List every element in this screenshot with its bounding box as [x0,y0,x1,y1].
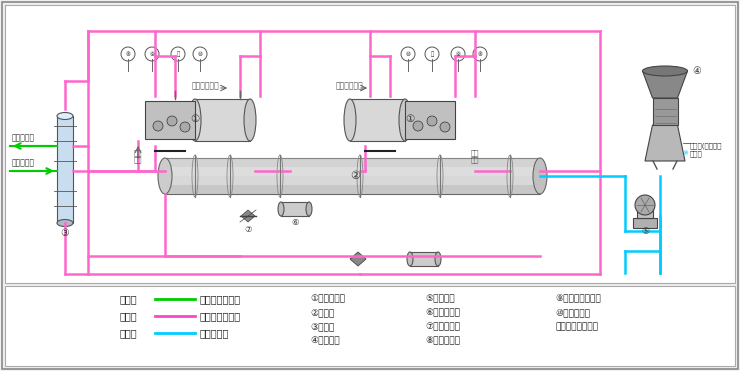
Ellipse shape [244,99,256,141]
Text: ②冷凝器: ②冷凝器 [310,309,334,318]
Text: ⑥干燥过滤器: ⑥干燥过滤器 [425,309,460,318]
Text: 制冷剂循环回路: 制冷剂循环回路 [200,311,241,321]
FancyBboxPatch shape [5,5,735,283]
Bar [637,202,653,218]
Text: ⑨: ⑨ [456,52,460,56]
Bar [653,98,678,125]
Circle shape [401,47,415,61]
Text: ⑥: ⑥ [292,217,299,227]
Circle shape [451,47,465,61]
Ellipse shape [399,99,411,141]
Circle shape [635,195,655,215]
Circle shape [413,121,423,131]
Bar [195,99,250,141]
Text: ⑤: ⑤ [641,227,649,236]
Text: 载冷剂循环回路: 载冷剂循环回路 [200,294,241,304]
Ellipse shape [533,158,547,194]
Circle shape [145,47,159,61]
Text: ⑧: ⑧ [477,52,482,56]
Polygon shape [642,71,687,98]
Text: ⑪: ⑪ [176,51,180,57]
Text: ⑩高压压力表: ⑩高压压力表 [555,309,590,318]
Bar [57,116,73,223]
Text: ⑦: ⑦ [244,224,252,233]
Text: ①: ① [190,114,200,124]
Ellipse shape [189,99,201,141]
Bar [165,176,540,185]
Text: 载冷剂出口: 载冷剂出口 [12,133,35,142]
Text: 高压排气流向: 高压排气流向 [336,82,364,91]
Text: ③蒸发器: ③蒸发器 [310,322,334,332]
Text: ④: ④ [693,66,702,76]
Text: 排污阀: 排污阀 [690,151,703,157]
Ellipse shape [158,158,172,194]
Text: ②: ② [350,171,360,181]
Ellipse shape [344,99,356,141]
Text: ①: ① [406,114,414,124]
Polygon shape [350,252,366,266]
Ellipse shape [57,112,73,119]
Circle shape [440,122,450,132]
Bar [165,158,540,194]
Text: 水循环回路: 水循环回路 [200,328,229,338]
Circle shape [180,122,190,132]
Polygon shape [645,125,685,161]
Text: ⑪: ⑪ [431,51,434,57]
Text: 高压排气流向: 高压排气流向 [191,82,219,91]
Bar [410,252,438,266]
Text: ⑪高压压力控制器: ⑪高压压力控制器 [555,322,598,332]
Text: ⑤冷却水泵: ⑤冷却水泵 [425,295,454,303]
Text: ⑨: ⑨ [149,52,155,56]
Ellipse shape [642,66,687,76]
Bar [350,99,405,141]
Bar [165,167,540,176]
Text: ⑩: ⑩ [198,52,203,56]
Circle shape [153,121,163,131]
Ellipse shape [435,252,441,266]
Circle shape [473,47,487,61]
Circle shape [171,47,185,61]
Bar [633,218,657,228]
Ellipse shape [306,202,312,216]
Text: 载冷剂流入: 载冷剂流入 [12,158,35,167]
Ellipse shape [57,220,73,227]
Text: ①螺杆压缩机: ①螺杆压缩机 [310,295,345,303]
Text: ※: ※ [682,150,688,156]
Text: 蓝色线: 蓝色线 [120,328,138,338]
Text: ④冷却水塔: ④冷却水塔 [310,336,340,345]
Text: 红色线: 红色线 [120,311,138,321]
Bar [165,158,540,167]
Text: ⑦供液膨胀阀: ⑦供液膨胀阀 [425,322,460,332]
Text: ⑧低压压力表: ⑧低压压力表 [425,336,460,345]
Bar [145,101,195,139]
Polygon shape [241,210,255,222]
Text: ⑩: ⑩ [406,52,411,56]
Ellipse shape [407,252,413,266]
Text: ③: ③ [61,228,70,238]
Ellipse shape [278,202,284,216]
Circle shape [427,116,437,126]
Circle shape [167,116,177,126]
Text: ⑨低压压力控制器: ⑨低压压力控制器 [555,295,601,303]
Circle shape [121,47,135,61]
Bar [405,101,455,139]
FancyBboxPatch shape [5,286,735,366]
Bar [165,185,540,194]
Text: 补水口(浮球控制: 补水口(浮球控制 [690,143,722,149]
Text: 低压
吸气: 低压 吸气 [134,149,142,163]
Text: 绿色线: 绿色线 [120,294,138,304]
Circle shape [425,47,439,61]
Bar [281,202,309,216]
Circle shape [193,47,207,61]
Text: ⑧: ⑧ [126,52,130,56]
Text: 低压
吸气: 低压 吸气 [471,149,480,163]
